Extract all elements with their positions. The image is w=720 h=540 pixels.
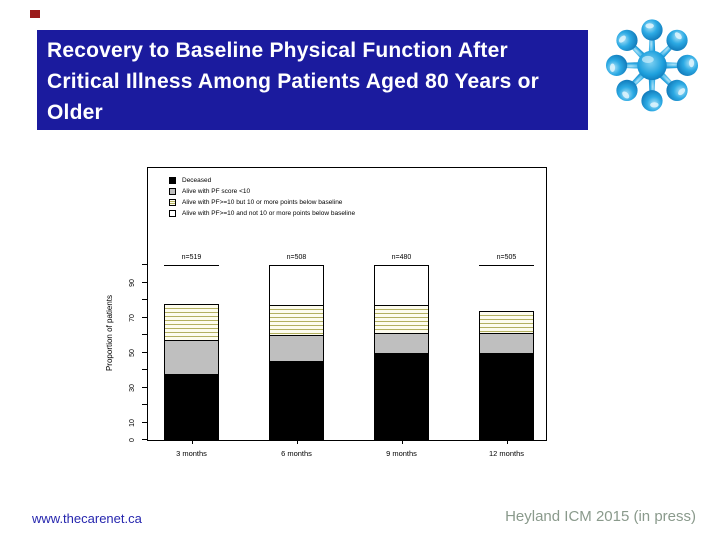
legend-swatch-icon: [169, 176, 176, 184]
legend-item: Alive with PF>=10 and not 10 or more poi…: [169, 208, 355, 218]
x-axis-category-label: 12 months: [488, 449, 525, 458]
bar-segment: [164, 265, 219, 304]
bar-segment: [164, 303, 219, 341]
bar-segment: [374, 333, 429, 353]
bar-segment: [164, 340, 219, 374]
citation-text: Heyland ICM 2015 (in press): [505, 508, 696, 525]
bar-segment: [479, 333, 534, 353]
x-axis-tick: [506, 440, 508, 444]
chart-legend: Deceased Alive with PF score <10 Alive wit…: [169, 175, 355, 219]
carenet-droplet-snowflake-logo-icon: [605, 19, 699, 112]
bar-segment: [374, 265, 429, 306]
bar-segment: [269, 265, 324, 306]
legend-label: Alive with PF>=10 but 10 or more points …: [182, 198, 343, 206]
legend-swatch-icon: [169, 187, 176, 195]
y-axis-tick: [142, 439, 147, 440]
y-axis-tick-label: 0: [129, 438, 136, 442]
y-axis-tick: [142, 264, 147, 265]
bar-segment: [479, 265, 534, 311]
legend-label: Alive with PF score <10: [182, 187, 251, 195]
bar-n-label: n=480: [391, 254, 412, 261]
y-axis-tick: [142, 351, 147, 353]
legend-swatch-icon: [169, 198, 176, 206]
y-axis-tick-label: 30: [129, 383, 136, 392]
bar-segment: [164, 373, 219, 440]
plot-area: Proportion of patients Deceased Alive wit…: [105, 167, 547, 458]
x-axis-tick: [296, 440, 298, 444]
page-title: Recovery to Baseline Physical Function A…: [47, 39, 539, 124]
logo-core: [637, 50, 667, 81]
legend-item: Deceased: [169, 175, 355, 185]
legend-item: Alive with PF score <10: [169, 186, 355, 196]
bar-segment: [374, 305, 429, 334]
y-axis-tick: [142, 281, 147, 283]
legend-label: Alive with PF>=10 and not 10 or more poi…: [182, 209, 356, 217]
bar-segment: [269, 361, 324, 440]
y-axis-tick: [142, 299, 147, 300]
y-axis-label: Proportion of patients: [105, 294, 114, 372]
legend-label: Deceased: [182, 176, 212, 184]
y-axis-tick: [142, 421, 147, 423]
y-axis-tick-label: 90: [129, 278, 136, 287]
bar-n-label: n=508: [286, 254, 307, 261]
x-axis-category-label: 3 months: [176, 449, 207, 458]
bar-segment: [269, 335, 324, 362]
x-axis-category-label: 9 months: [386, 449, 417, 458]
bar-segment: [479, 310, 534, 334]
y-axis-tick: [142, 386, 147, 388]
x-axis-category-label: 6 months: [281, 449, 312, 458]
bar-segment: [374, 352, 429, 440]
title-banner: Recovery to Baseline Physical Function A…: [37, 30, 588, 130]
website-link[interactable]: www.thecarenet.ca: [32, 511, 142, 526]
x-axis-tick: [191, 440, 193, 444]
y-axis-tick-label: 70: [129, 313, 136, 322]
y-axis-tick-label: 10: [129, 418, 136, 427]
bar-n-label: n=505: [496, 254, 517, 261]
y-axis-tick: [142, 404, 147, 405]
x-axis-tick: [401, 440, 403, 444]
y-axis-tick: [142, 334, 147, 335]
legend-swatch-icon: [169, 209, 176, 217]
bar-segment: [479, 352, 534, 440]
bar-n-label: n=519: [181, 254, 202, 261]
bar-segment: [269, 305, 324, 335]
red-accent-square: [30, 10, 40, 18]
logo-arms: [605, 19, 699, 112]
y-axis-tick: [142, 369, 147, 370]
y-axis-tick: [142, 316, 147, 318]
legend-item: Alive with PF>=10 but 10 or more points …: [169, 197, 355, 207]
y-axis-tick-label: 50: [129, 348, 136, 357]
